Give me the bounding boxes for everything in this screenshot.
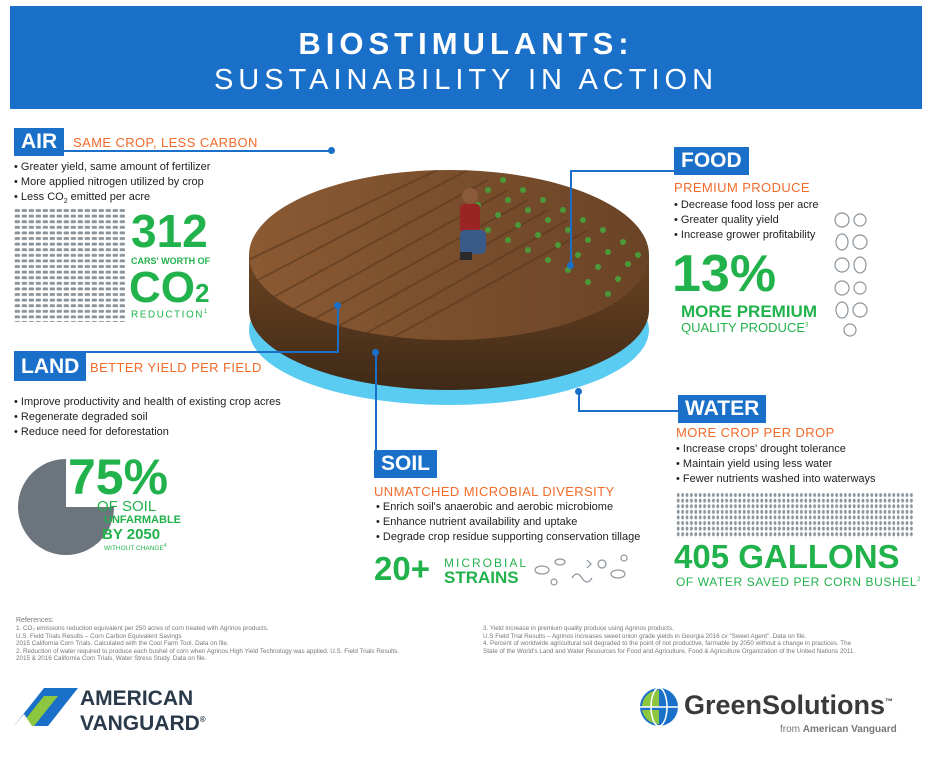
title-banner: BIOSTIMULANTS: SUSTAINABILITY IN ACTION [10,6,922,109]
land-stat-label-soil: OF SOIL [97,498,157,515]
air-bullet: Greater yield, same amount of fertilizer [14,160,211,175]
water-stat-label: OF WATER SAVED PER CORN BUSHEL2 [676,575,922,589]
farmer-figure [460,188,486,260]
air-tag: AIR [14,128,65,156]
land-stat-label-year: BY 2050 [102,526,161,543]
reference-line: 2015 & 2016 California Corn Trials, Wate… [16,655,207,663]
title-line-2: SUSTAINABILITY IN ACTION [213,64,719,96]
soil-bullet: Enhance nutrient availability and uptake [376,515,640,530]
air-subhead: SAME CROP, LESS CARBON [73,135,258,150]
water-subhead: MORE CROP PER DROP [676,425,835,440]
land-connector-line [14,351,338,353]
air-stat-co2: CO2 [129,263,210,312]
air-stat-label: CARS' WORTH OF [131,256,211,266]
soil-bullets: Enrich soil's anaerobic and aerobic micr… [376,500,640,545]
land-connector-vertical [337,305,339,353]
references-right: 3. Yield increase in premium quality pro… [483,625,923,655]
food-bullet: Increase grower profitability [674,228,819,243]
food-bullets: Decrease food loss per acre Greater qual… [674,198,819,243]
soil-subhead: UNMATCHED MICROBIAL DIVERSITY [374,484,615,499]
land-bullet: Regenerate degraded soil [14,410,281,425]
reference-line: U.S. Field Trials Results – Corn Carbon … [16,632,182,640]
food-connector-vertical [570,170,572,265]
land-bullet: Improve productivity and health of exist… [14,395,281,410]
food-bullet: Greater quality yield [674,213,819,228]
food-connector-dot [567,262,574,269]
water-bullet: Increase crops' drought tolerance [676,442,876,457]
land-subhead: BETTER YIELD PER FIELD [90,360,262,375]
reference-line: U.S Field Trial Results – Agrinos increa… [483,632,807,640]
food-stat-label: MORE PREMIUM [681,302,817,321]
soil-stat-label-microbial: MICROBIAL [444,556,529,570]
soil-stat-number: 20+ [374,550,430,587]
reference-line: 3. Yield increase in premium quality pro… [483,625,674,632]
greensolutions-globe-icon [640,687,678,727]
air-bullets: Greater yield, same amount of fertilizer… [14,160,211,209]
land-stat-label-unfarmable: UNFARMABLE [104,514,181,526]
water-connector-dot [575,388,582,395]
references-title: References: [16,617,54,624]
water-bullet: Fewer nutrients washed into waterways [676,472,876,487]
microbe-icons [534,554,628,586]
food-bullet: Decrease food loss per acre [674,198,819,213]
soil-bullet: Degrade crop residue supporting conserva… [376,530,640,545]
reference-line: State of the World's Land and Water Reso… [483,647,856,655]
water-drop-grid-icon [676,492,914,538]
water-bullets: Increase crops' drought tolerance Mainta… [676,442,876,487]
air-bullet-co2: Less CO2 emitted per acre [14,190,210,209]
air-stat-number: 312 [131,205,208,257]
water-stat-number: 405 GALLONS [674,538,900,575]
food-tag: FOOD [674,147,749,175]
soil-bullet: Enrich soil's anaerobic and aerobic micr… [376,500,640,515]
land-bullets: Improve productivity and health of exist… [14,395,281,440]
crop-rows [475,177,641,297]
land-stat-label-change: WITHOUT CHANGE4 [104,543,167,553]
greensolutions-tagline: from American Vanguard [780,724,897,735]
produce-icons [834,212,868,337]
food-connector-line [570,170,674,172]
air-car-grid-icon [14,208,126,322]
air-connector-dot [328,147,335,154]
food-stat-label-quality: QUALITY PRODUCE3 [681,320,809,335]
food-stat-number: 13% [672,245,777,303]
water-bullet: Maintain yield using less water [676,457,876,472]
air-stat-reduction: REDUCTION1 [131,309,209,321]
american-vanguard-logo-icon [14,688,78,726]
air-bullet: More applied nitrogen utilized by crop [14,175,210,190]
water-connector-vertical [578,392,580,412]
air-connector-line [14,150,330,152]
greensolutions-logo-text: GreenSolutions™ [684,690,894,720]
references-left: 1. CO₂ emissions reduction equivalent pe… [16,625,476,663]
land-bullet: Reduce need for deforestation [14,425,281,440]
soil-stat-label-strains: STRAINS [444,568,519,587]
water-connector-line [578,410,678,412]
american-vanguard-logo-text: AMERICAN VANGUARD® [80,687,206,735]
reference-line: 2015 California Corn Trials. Calculated … [16,640,229,648]
land-pie-remainder [66,458,115,507]
water-tag: WATER [678,395,767,423]
soil-connector-dot [372,349,379,356]
reference-line: 4. Percent of worldwide agricultural soi… [483,640,852,648]
soil-disc-illustration [249,170,649,405]
land-connector-dot [334,302,341,309]
land-tag: LAND [14,353,87,381]
food-subhead: PREMIUM PRODUCE [674,180,811,195]
reference-line: 1. CO₂ emissions reduction equivalent pe… [16,625,269,632]
soil-connector-vertical [375,352,377,456]
title-line-1: BIOSTIMULANTS: [298,26,634,61]
land-stat-number: 75% [68,449,169,505]
field-top [249,170,649,340]
land-pie-chart [18,458,115,555]
soil-tag: SOIL [374,450,438,478]
reference-line: 2. Reduction of water required to produc… [16,647,400,655]
